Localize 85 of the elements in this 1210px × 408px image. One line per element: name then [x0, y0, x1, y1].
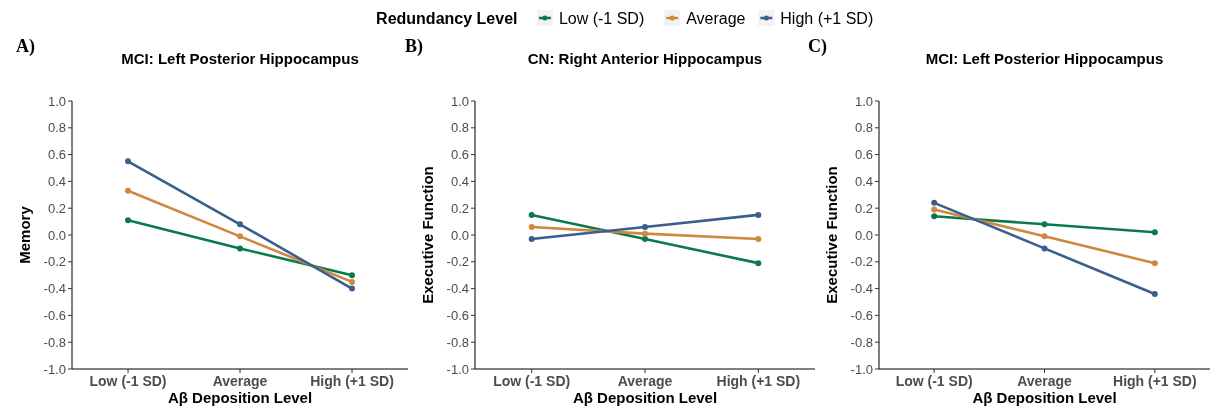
- x-tick-label: Average: [617, 373, 673, 389]
- y-tick-label: -0.6: [850, 307, 873, 323]
- point: [349, 272, 355, 279]
- point: [528, 211, 535, 218]
- y-tick-label: 0.0: [47, 227, 66, 243]
- y-tick-label: 0.4: [854, 173, 873, 189]
- text: C): [808, 36, 827, 57]
- y-tick-label: -0.8: [446, 334, 469, 350]
- y-axis-title: Memory: [16, 205, 33, 264]
- x-tick-label: Low (-1 SD): [89, 373, 167, 389]
- x-tick-label: Average: [212, 373, 268, 389]
- point: [931, 199, 938, 206]
- y-tick-label: 0.2: [47, 200, 66, 216]
- x-tick-label: Low (-1 SD): [493, 373, 571, 389]
- x-tick-label: High (+1 SD): [1113, 373, 1197, 389]
- point: [642, 223, 648, 230]
- y-tick-label: 1.0: [450, 93, 469, 109]
- y-tick-label: -0.4: [850, 281, 873, 297]
- point: [755, 260, 762, 267]
- y-tick-label: 0.2: [450, 200, 469, 216]
- point: [755, 236, 762, 243]
- point: [1151, 229, 1158, 236]
- legend-label: Average: [686, 9, 746, 27]
- point: [349, 278, 355, 285]
- y-tick-label: 0.4: [47, 173, 66, 189]
- y-tick-label: -0.4: [43, 281, 66, 297]
- y-tick-label: 0.6: [450, 147, 469, 163]
- y-tick-label: 0.8: [47, 120, 66, 136]
- y-tick-label: -1.0: [850, 361, 873, 377]
- x-axis-title: Aβ Deposition Level: [572, 389, 718, 406]
- y-tick-label: 1.0: [854, 93, 873, 109]
- point: [1041, 245, 1048, 252]
- point: [237, 221, 243, 228]
- chart-title: CN: Right Anterior Hippocampus: [527, 50, 763, 67]
- y-tick-label: 0.8: [854, 120, 873, 136]
- point: [237, 245, 243, 252]
- y-tick-label: -0.8: [43, 334, 66, 350]
- point: [349, 285, 355, 292]
- text: B): [405, 36, 424, 57]
- point: [642, 230, 648, 237]
- legend-title: Redundancy Level: [376, 9, 518, 27]
- chart-title: MCI: Left Posterior Hippocampus: [925, 50, 1164, 67]
- y-tick-label: -1.0: [446, 361, 469, 377]
- y-tick-label: -0.2: [43, 254, 66, 270]
- y-tick-label: 0.0: [450, 227, 469, 243]
- point: [642, 236, 648, 243]
- point: [1041, 221, 1048, 228]
- chart-title: MCI: Left Posterior Hippocampus: [121, 50, 359, 67]
- y-tick-label: 1.0: [47, 93, 66, 109]
- y-axis-title: Executive Function: [823, 166, 840, 304]
- point: [125, 217, 131, 224]
- y-tick-label: -0.4: [446, 281, 469, 297]
- y-tick-label: 0.6: [47, 147, 66, 163]
- x-tick-label: Low (-1 SD): [895, 373, 973, 389]
- y-tick-label: -0.2: [850, 254, 873, 270]
- point: [528, 236, 535, 243]
- point: [1151, 290, 1158, 297]
- y-tick-label: -0.2: [446, 254, 469, 270]
- x-axis-title: Aβ Deposition Level: [972, 389, 1117, 406]
- x-tick-label: Average: [1017, 373, 1073, 389]
- point: [755, 211, 762, 218]
- y-tick-label: -1.0: [43, 361, 66, 377]
- y-tick-label: 0.0: [854, 227, 873, 243]
- x-axis-title: Aβ Deposition Level: [167, 389, 313, 406]
- y-tick-label: 0.6: [854, 147, 873, 163]
- point: [1151, 260, 1158, 267]
- y-tick-label: 0.4: [450, 173, 469, 189]
- x-tick-label: High (+1 SD): [310, 373, 394, 389]
- point: [1041, 233, 1048, 240]
- legend-label: Low (-1 SD): [558, 9, 645, 27]
- y-tick-label: -0.6: [43, 307, 66, 323]
- text: A): [16, 36, 35, 57]
- point: [931, 206, 938, 213]
- point: [528, 223, 535, 230]
- y-axis-title: Executive Function: [419, 166, 436, 304]
- x-tick-label: High (+1 SD): [716, 373, 801, 389]
- point: [125, 158, 131, 165]
- legend-label: High (+1 SD): [780, 9, 874, 27]
- y-tick-label: -0.8: [850, 334, 873, 350]
- point: [237, 233, 243, 240]
- point: [931, 213, 938, 220]
- y-tick-label: 0.8: [450, 120, 469, 136]
- y-tick-label: 0.2: [854, 200, 873, 216]
- point: [125, 187, 131, 194]
- y-tick-label: -0.6: [446, 307, 469, 323]
